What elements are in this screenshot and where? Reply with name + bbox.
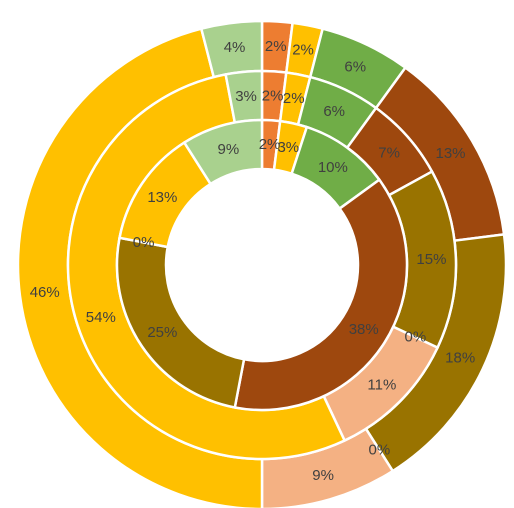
outer-ring-label-6: 9% [312, 467, 334, 484]
inner-ring-label-7: 9% [218, 141, 240, 158]
inner-ring-label-3: 38% [349, 321, 379, 338]
middle-ring-label-8: 3% [235, 88, 257, 105]
outer-ring-label-2: 6% [344, 58, 366, 75]
outer-ring-label-7: 46% [30, 284, 60, 301]
labels: 2% 2%6%13%18%0%9%46%4%2% 2%6%7%15%0%11%54%… [30, 38, 475, 484]
inner-ring-label-0: 2% [259, 136, 281, 153]
middle-ring-label-6: 11% [367, 376, 396, 393]
outer-ring-label-4: 18% [445, 350, 475, 367]
middle-ring-label-1: 2% [283, 90, 305, 107]
middle-ring-label-0: 2% [262, 87, 284, 104]
outer-ring-label-0: 2% [265, 38, 287, 55]
outer-ring-label-1: 2% [292, 41, 314, 58]
outer-ring-label-3: 13% [435, 145, 465, 162]
middle-ring-label-2: 6% [323, 103, 345, 120]
middle-ring-label-4: 15% [416, 251, 446, 268]
inner-ring-label-1: 3% [277, 139, 299, 156]
outer-ring-label-8: 4% [224, 39, 246, 56]
outer-ring-label-5: 0% [369, 441, 391, 458]
inner-ring-label-4: 25% [147, 324, 177, 341]
middle-ring-label-7: 54% [86, 309, 116, 326]
segments [16, 19, 508, 508]
inner-ring-label-6: 13% [147, 189, 177, 206]
inner-ring-label-5: 0% [133, 234, 155, 251]
inner-ring-segment-7 [182, 118, 264, 186]
middle-ring-label-5: 0% [405, 329, 427, 346]
inner-ring-label-2: 10% [318, 159, 348, 176]
inner-ring-segment-3 [233, 178, 409, 412]
middle-ring-label-3: 7% [378, 144, 400, 161]
